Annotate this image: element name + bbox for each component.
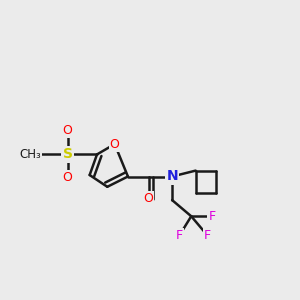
Text: O: O [63, 124, 73, 137]
Text: CH₃: CH₃ [19, 148, 41, 161]
Text: O: O [144, 192, 154, 205]
Text: F: F [176, 229, 183, 242]
Text: F: F [204, 229, 211, 242]
Text: N: N [166, 169, 178, 184]
Text: F: F [208, 210, 215, 223]
Text: O: O [110, 138, 120, 151]
Text: O: O [63, 172, 73, 184]
Text: S: S [63, 147, 73, 161]
